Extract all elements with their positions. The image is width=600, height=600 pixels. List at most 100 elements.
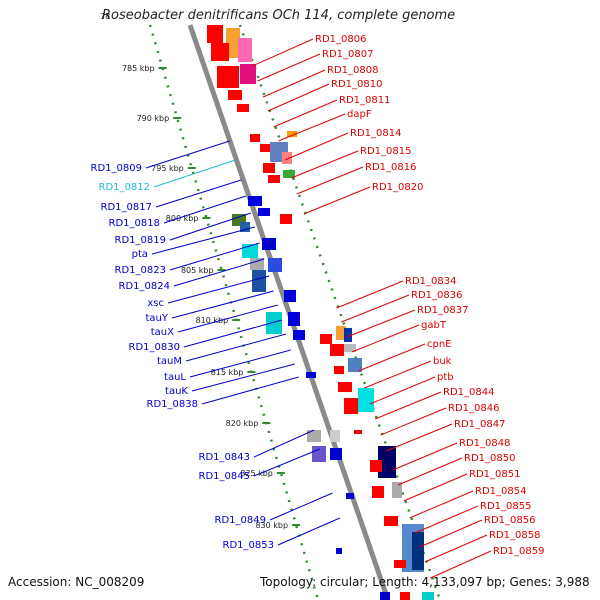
gene-block xyxy=(344,398,358,414)
right-leader-line xyxy=(414,505,479,534)
right-gene-label: RD1_0808 xyxy=(327,65,378,76)
gene-block xyxy=(280,214,292,224)
right-leader-line xyxy=(267,83,330,112)
right-leader-line xyxy=(419,519,483,548)
right-gene-label: RD1_0848 xyxy=(459,438,510,449)
gene-block xyxy=(240,64,256,84)
right-leader-line xyxy=(336,280,404,309)
gene-block xyxy=(307,430,321,442)
gene-block xyxy=(226,28,240,58)
kbp-label: 785 kbp xyxy=(122,64,155,73)
right-gene-label: RD1_0847 xyxy=(454,419,505,430)
gene-block xyxy=(370,460,382,472)
right-leader-line xyxy=(386,423,453,452)
gene-block xyxy=(288,312,300,326)
gene-block xyxy=(336,326,346,340)
right-gene-label: RD1_0815 xyxy=(360,146,411,157)
left-gene-label: RD1_0823 xyxy=(115,265,166,276)
right-gene-label: RD1_0837 xyxy=(417,305,468,316)
right-gene-label: dapF xyxy=(347,109,372,120)
map-title: Roseobacter denitrificans OCh 114, compl… xyxy=(102,8,456,23)
summary-text: Topology: circular; Length: 4,133,097 bp… xyxy=(260,575,590,589)
right-leader-line xyxy=(430,550,492,579)
gene-block xyxy=(392,482,402,498)
gene-block xyxy=(282,152,292,164)
left-gene-label: RD1_0845 xyxy=(199,471,250,482)
left-leader-line xyxy=(253,448,320,477)
left-gene-label: xsc xyxy=(147,298,164,309)
corner-number: 78 xyxy=(100,12,111,21)
left-leader-line xyxy=(173,258,265,287)
right-gene-label: RD1_0806 xyxy=(315,34,366,45)
right-leader-line xyxy=(252,38,314,67)
gene-block xyxy=(344,328,352,342)
left-leader-line xyxy=(253,429,315,458)
gene-block xyxy=(211,43,229,61)
right-leader-line xyxy=(364,360,432,389)
gene-block xyxy=(412,532,424,570)
gene-block xyxy=(262,238,276,250)
gene-block xyxy=(312,446,326,462)
right-leader-line xyxy=(296,166,364,195)
right-gene-label: RD1_0854 xyxy=(475,486,526,497)
gene-block xyxy=(268,258,282,272)
right-gene-label: RD1_0858 xyxy=(489,530,540,541)
left-gene-label: RD1_0817 xyxy=(101,202,152,213)
left-leader-line xyxy=(177,304,278,333)
kbp-label: 790 kbp xyxy=(137,114,170,123)
right-leader-line xyxy=(262,69,326,98)
gene-block xyxy=(306,372,316,378)
gene-block xyxy=(348,358,362,372)
right-leader-line xyxy=(380,407,447,436)
left-leader-line xyxy=(153,159,236,188)
right-gene-label: RD1_0856 xyxy=(484,515,535,526)
right-leader-line xyxy=(351,324,420,353)
right-gene-label: RD1_0820 xyxy=(372,182,423,193)
dotted-track-inner xyxy=(148,24,320,600)
gene-block xyxy=(248,196,262,206)
gene-block xyxy=(263,163,275,173)
gene-block xyxy=(394,560,406,568)
left-gene-label: pta xyxy=(132,249,148,260)
left-gene-label: RD1_0809 xyxy=(91,163,142,174)
right-leader-line xyxy=(341,294,410,323)
left-gene-label: RD1_0819 xyxy=(115,235,166,246)
gene-block xyxy=(283,170,295,178)
kbp-label: 820 kbp xyxy=(226,419,259,428)
gene-block xyxy=(320,334,332,344)
gene-block xyxy=(238,38,252,62)
gene-block xyxy=(330,430,340,442)
right-gene-label: RD1_0816 xyxy=(365,162,416,173)
kbp-label: 825 kbp xyxy=(240,469,273,478)
gene-block xyxy=(217,66,239,88)
right-leader-line xyxy=(374,391,442,420)
left-leader-line xyxy=(201,376,299,405)
right-gene-label: ptb xyxy=(437,372,454,383)
right-gene-label: RD1_0814 xyxy=(350,128,401,139)
kbp-label: 800 kbp xyxy=(166,214,199,223)
left-leader-line xyxy=(277,517,341,546)
right-gene-label: RD1_0850 xyxy=(464,453,515,464)
left-leader-line xyxy=(189,349,291,378)
gene-block xyxy=(330,448,342,460)
left-gene-label: RD1_0838 xyxy=(147,399,198,410)
right-gene-label: RD1_0851 xyxy=(469,469,520,480)
accession-text: Accession: NC_008209 xyxy=(8,575,145,589)
right-leader-line xyxy=(397,457,463,486)
gene-block xyxy=(422,592,434,600)
left-gene-label: tauL xyxy=(164,372,186,383)
left-gene-label: RD1_0853 xyxy=(223,540,274,551)
gene-block xyxy=(228,90,242,100)
gene-block xyxy=(266,312,282,334)
right-gene-label: RD1_0855 xyxy=(480,501,531,512)
right-leader-line xyxy=(284,132,349,161)
right-leader-line xyxy=(303,186,371,215)
kbp-label: 830 kbp xyxy=(255,521,288,530)
left-leader-line xyxy=(167,275,270,304)
gene-block xyxy=(372,486,384,498)
gene-block xyxy=(338,382,352,392)
left-gene-label: tauX xyxy=(151,327,174,338)
gene-block xyxy=(354,430,362,434)
right-leader-line xyxy=(403,473,468,502)
right-leader-line xyxy=(424,534,488,563)
